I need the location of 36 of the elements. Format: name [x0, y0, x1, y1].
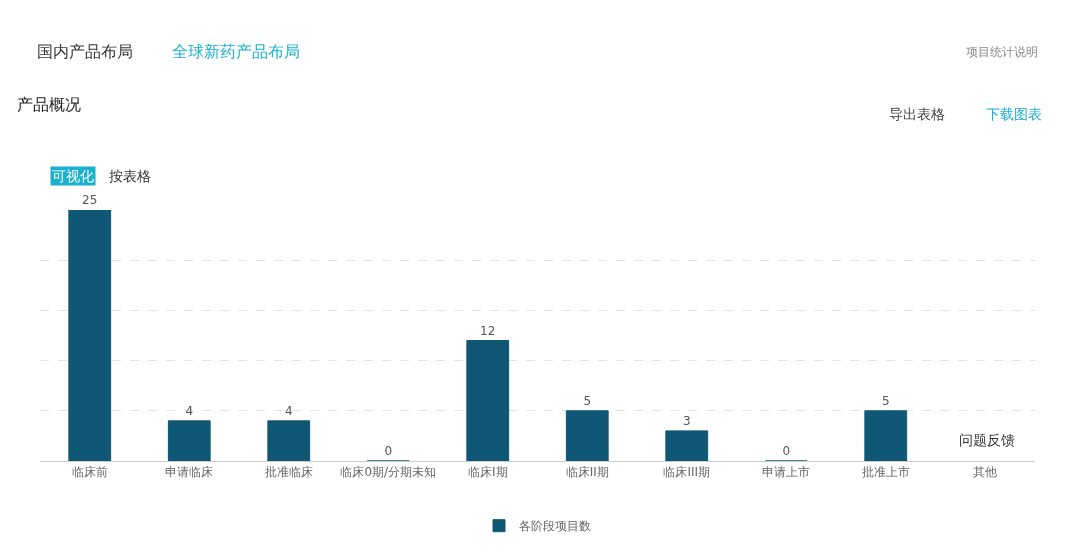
text: 国内产品布局	[37, 42, 133, 61]
data-label: 4	[185, 403, 194, 418]
x-tick-label: 临床II期	[565, 465, 609, 480]
bar	[167, 420, 211, 461]
text: 导出表格	[889, 106, 945, 122]
bar	[267, 420, 311, 461]
x-tick-label: 临床0期/分期未知	[340, 465, 437, 480]
x-tick-label: 其他	[973, 465, 998, 480]
x-tick-label: 批准上市	[861, 465, 910, 480]
legend-label: 各阶段项目数	[519, 519, 591, 534]
bar	[68, 210, 112, 461]
x-tick-label: 临床III期	[663, 465, 711, 480]
bar	[466, 340, 510, 461]
text: 可视化	[52, 168, 94, 184]
text: 项目统计说明	[966, 45, 1038, 59]
data-label: 3	[682, 413, 691, 428]
text: 按表格	[109, 168, 151, 184]
x-tick-label: 临床I期	[467, 465, 508, 480]
x-tick-label: 申请临床	[165, 465, 214, 480]
text: 下载图表	[986, 106, 1042, 122]
data-label: 5	[583, 393, 592, 408]
annotation: 问题反馈	[959, 432, 1015, 448]
data-label: 5	[881, 393, 890, 408]
data-label: 12	[480, 323, 496, 338]
data-label: 0	[782, 444, 791, 458]
text: 全球新药产品布局	[172, 42, 300, 61]
bar	[864, 410, 908, 461]
data-label: 4	[284, 403, 293, 418]
bar	[565, 410, 609, 461]
data-label: 25	[82, 193, 98, 207]
chart-title: 产品概况	[17, 94, 81, 114]
x-tick-label: 批准临床	[264, 465, 313, 480]
x-tick-label: 申请上市	[762, 465, 811, 480]
x-tick-label: 临床前	[71, 465, 108, 480]
bar	[665, 430, 709, 461]
data-label: 0	[384, 444, 393, 458]
